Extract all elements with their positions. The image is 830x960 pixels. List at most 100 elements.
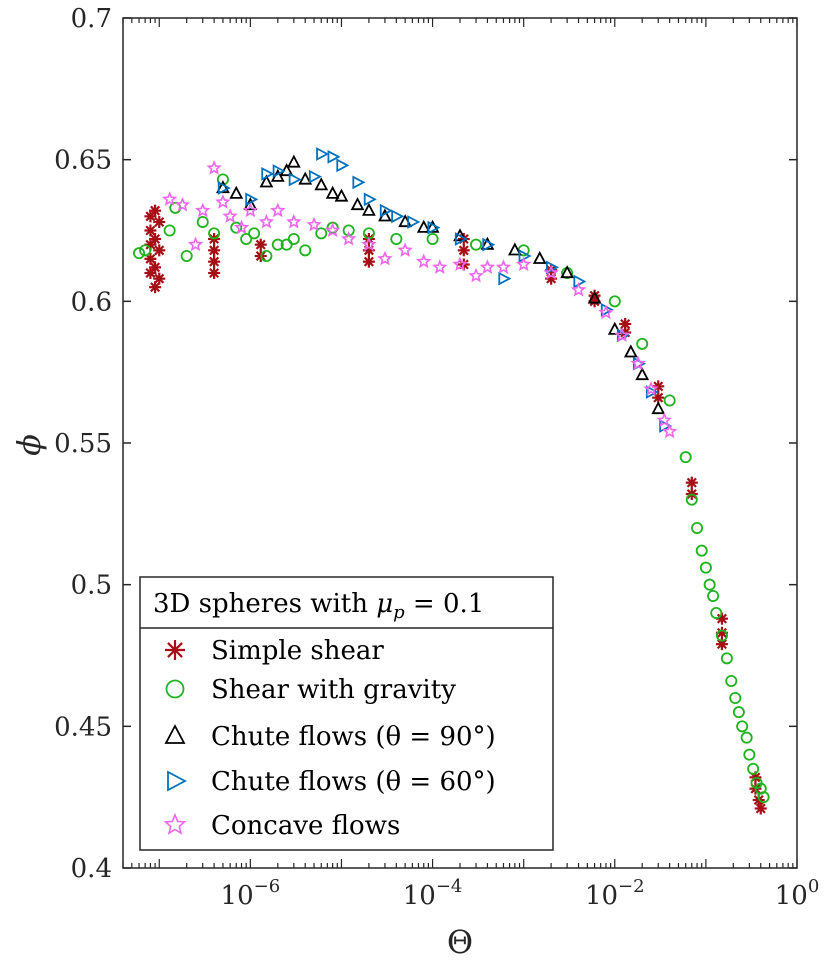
data-point bbox=[515, 256, 532, 272]
series-2 bbox=[216, 154, 666, 415]
data-point bbox=[149, 261, 162, 274]
data-point bbox=[361, 202, 376, 216]
data-point bbox=[286, 213, 302, 229]
data-point bbox=[248, 227, 261, 240]
data-point bbox=[299, 244, 312, 257]
data-point bbox=[695, 544, 708, 557]
data-point bbox=[352, 175, 366, 190]
data-point bbox=[314, 177, 329, 191]
data-point bbox=[230, 221, 243, 234]
legend: 3D spheres with μp = 0.1 Simple shear She… bbox=[139, 576, 554, 851]
data-point bbox=[479, 259, 496, 274]
y-tick-label: 0.55 bbox=[54, 429, 112, 459]
legend-marker bbox=[167, 770, 187, 792]
x-tick-base: 10 bbox=[221, 881, 254, 911]
data-point bbox=[397, 242, 413, 257]
legend-label: Chute flows (θ = 60°) bbox=[211, 767, 496, 797]
data-point bbox=[432, 259, 448, 274]
data-point bbox=[679, 451, 692, 464]
data-point bbox=[587, 290, 602, 304]
data-point bbox=[280, 238, 293, 251]
x-tick-label: 100 bbox=[775, 876, 820, 911]
data-point bbox=[703, 578, 716, 591]
y-tick-label: 0.6 bbox=[71, 287, 112, 317]
x-tick-exponent: −6 bbox=[254, 876, 281, 897]
data-point bbox=[163, 224, 176, 237]
data-point bbox=[195, 202, 211, 218]
data-point bbox=[208, 267, 221, 279]
data-point bbox=[656, 412, 673, 427]
x-tick-base: 10 bbox=[775, 881, 808, 911]
data-point bbox=[543, 264, 559, 280]
data-point bbox=[153, 216, 166, 228]
data-point bbox=[707, 590, 720, 603]
data-point bbox=[636, 337, 649, 350]
data-point bbox=[736, 720, 749, 733]
data-point bbox=[324, 222, 341, 238]
data-point bbox=[391, 209, 405, 224]
data-point bbox=[261, 166, 275, 181]
data-point bbox=[153, 272, 166, 285]
data-point bbox=[732, 706, 745, 719]
data-point bbox=[416, 253, 432, 269]
data-point bbox=[757, 791, 770, 804]
data-point bbox=[454, 232, 468, 246]
data-point bbox=[215, 194, 231, 209]
y-tick-label: 0.45 bbox=[54, 712, 112, 742]
data-point bbox=[407, 215, 421, 229]
axis-ticks: 0.40.450.50.550.60.650.710−6 10−4 10−2 100 bbox=[54, 4, 819, 911]
series-3 bbox=[217, 147, 673, 433]
data-point bbox=[614, 327, 630, 342]
data-point bbox=[306, 216, 322, 232]
data-point bbox=[416, 219, 431, 233]
data-point bbox=[715, 629, 728, 642]
legend-title-symbol: μ bbox=[376, 589, 393, 619]
data-point bbox=[379, 203, 393, 218]
data-point bbox=[661, 423, 678, 439]
legend-title-prefix: 3D spheres with bbox=[153, 589, 376, 619]
data-point bbox=[452, 256, 468, 272]
x-axis-label: Θ bbox=[447, 923, 473, 960]
y-tick-label: 0.65 bbox=[54, 146, 112, 176]
data-point bbox=[598, 304, 614, 320]
data-point bbox=[174, 196, 191, 212]
data-point bbox=[258, 213, 275, 229]
legend-label: Simple shear bbox=[211, 636, 384, 666]
data-point bbox=[635, 367, 650, 381]
data-point bbox=[254, 238, 267, 251]
legend-marker bbox=[165, 679, 185, 699]
x-tick-exponent: −2 bbox=[618, 876, 645, 897]
data-point bbox=[287, 232, 300, 245]
x-tick-base: 10 bbox=[585, 881, 618, 911]
data-point bbox=[298, 171, 313, 185]
data-point bbox=[208, 255, 221, 268]
legend-items: Simple shear Shear with gravity Chute flow… bbox=[163, 636, 496, 841]
data-point bbox=[259, 174, 274, 188]
data-point bbox=[308, 169, 322, 184]
data-point bbox=[139, 244, 152, 257]
data-point bbox=[740, 731, 753, 744]
data-point bbox=[229, 185, 244, 199]
legend-box bbox=[139, 576, 554, 851]
legend-marker bbox=[164, 724, 186, 744]
y-tick-label: 0.5 bbox=[71, 571, 112, 601]
data-point bbox=[630, 355, 646, 371]
y-tick-label: 0.7 bbox=[71, 4, 112, 34]
data-point bbox=[743, 748, 756, 761]
data-point bbox=[754, 802, 767, 815]
data-point bbox=[623, 344, 638, 358]
data-point bbox=[272, 164, 286, 178]
data-point bbox=[144, 224, 157, 237]
x-tick-label: 10−6 bbox=[221, 876, 281, 911]
data-point bbox=[663, 394, 676, 407]
x-tick-label: 10−2 bbox=[585, 876, 645, 911]
data-point bbox=[149, 204, 162, 217]
data-point bbox=[377, 250, 393, 266]
data-point bbox=[133, 247, 146, 260]
data-point bbox=[217, 181, 231, 195]
data-point bbox=[196, 215, 209, 228]
data-point bbox=[482, 237, 496, 252]
data-point bbox=[180, 249, 193, 262]
data-point bbox=[271, 238, 284, 251]
